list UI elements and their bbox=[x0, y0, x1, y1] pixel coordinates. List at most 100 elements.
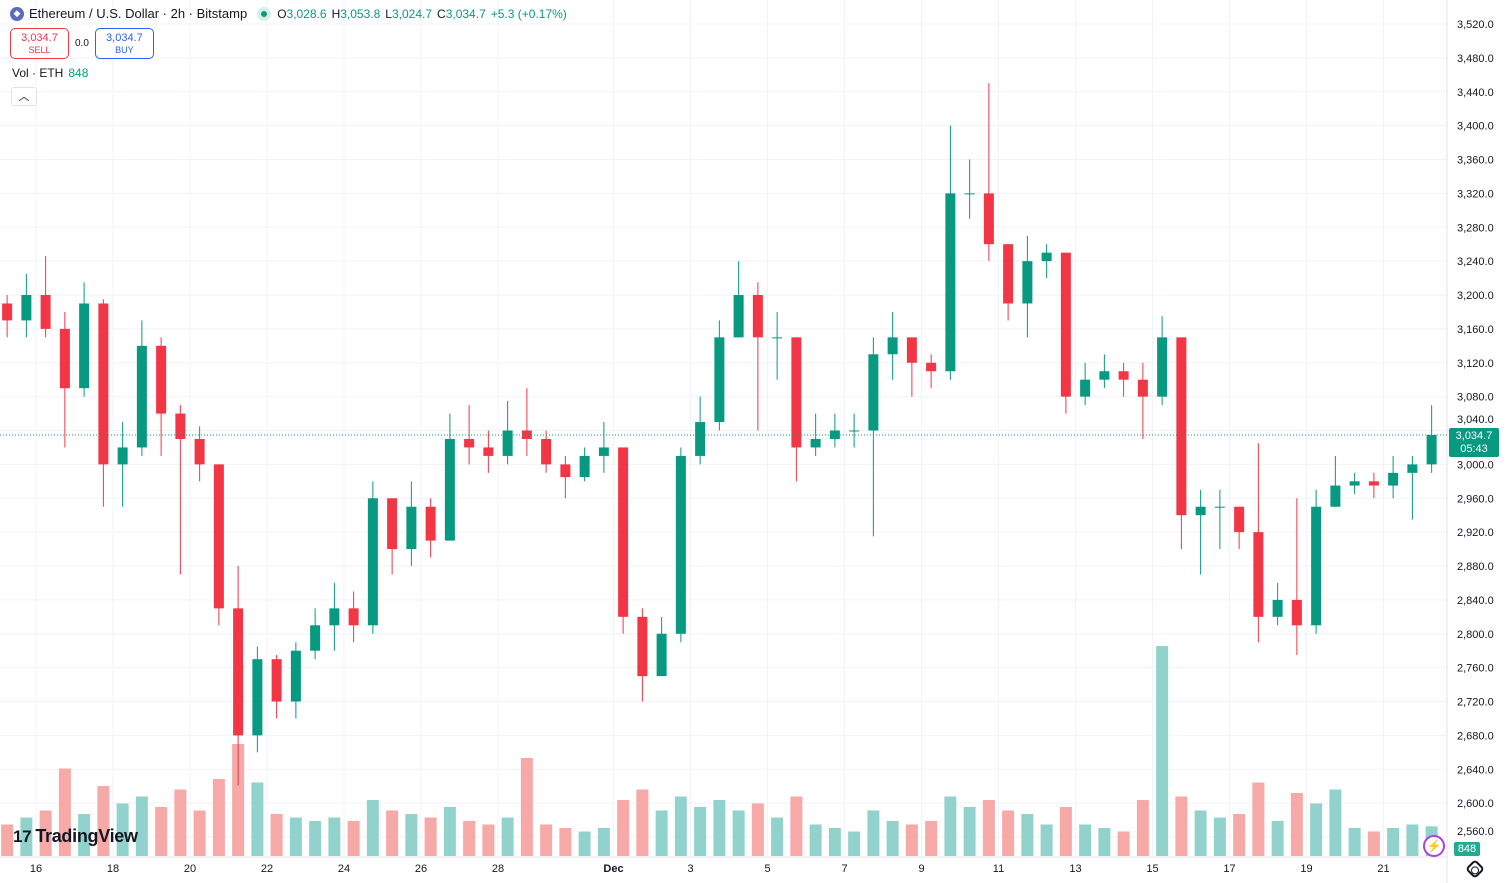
price-tick-label: 2,840.0 bbox=[1457, 595, 1494, 607]
volume-bar bbox=[1156, 646, 1169, 856]
candle-body bbox=[810, 438, 821, 448]
candle-body bbox=[21, 295, 32, 321]
price-tick-label: 2,720.0 bbox=[1457, 697, 1494, 709]
price-tick-label: 3,440.0 bbox=[1457, 87, 1494, 99]
candle-body bbox=[1080, 379, 1091, 397]
time-tick-label: 5 bbox=[764, 863, 770, 875]
lightning-icon[interactable]: ⚡ bbox=[1423, 835, 1445, 857]
candle-body bbox=[964, 193, 975, 195]
candle-body bbox=[1118, 371, 1129, 380]
candle-body bbox=[156, 345, 167, 414]
candle-body bbox=[1291, 599, 1302, 626]
volume-bar bbox=[386, 810, 399, 856]
volume-bar bbox=[443, 807, 456, 856]
candle-body bbox=[136, 345, 147, 448]
volume-bar bbox=[58, 768, 71, 856]
volume-bar bbox=[155, 807, 168, 856]
volume-bar bbox=[251, 782, 264, 856]
price-tick-label: 3,320.0 bbox=[1457, 188, 1494, 200]
buy-button[interactable]: 3,034.7 BUY bbox=[94, 28, 154, 59]
candle-body bbox=[348, 608, 359, 626]
volume-bar bbox=[751, 803, 764, 856]
candle-countdown: 05:43 bbox=[1460, 443, 1488, 455]
volume-bar bbox=[982, 800, 995, 856]
price-tick-label: 2,960.0 bbox=[1457, 493, 1494, 505]
candle-body bbox=[656, 633, 667, 677]
volume-bar bbox=[463, 821, 476, 856]
volume-bar bbox=[617, 800, 630, 856]
candle-body bbox=[887, 337, 898, 355]
symbol-legend: ◆ Ethereum / U.S. Dollar · 2h · Bitstamp… bbox=[10, 6, 572, 21]
price-tick-label: 2,600.0 bbox=[1457, 798, 1494, 810]
volume-bar bbox=[193, 810, 206, 856]
price-tick-label: 2,760.0 bbox=[1457, 663, 1494, 675]
volume-bar bbox=[97, 786, 110, 856]
symbol-title[interactable]: Ethereum / U.S. Dollar · 2h · Bitstamp bbox=[29, 6, 248, 21]
price-tick-label: 2,560.0 bbox=[1457, 826, 1494, 838]
volume-bar bbox=[1329, 789, 1342, 856]
price-tick-label: 3,400.0 bbox=[1457, 121, 1494, 133]
sell-button[interactable]: 3,034.7 SELL bbox=[10, 28, 69, 59]
volume-bar bbox=[655, 810, 668, 856]
candle-body bbox=[252, 659, 263, 736]
price-tick-label: 2,640.0 bbox=[1457, 764, 1494, 776]
candle-body bbox=[40, 295, 51, 329]
time-tick-label: 28 bbox=[492, 863, 504, 875]
candle-body bbox=[1137, 379, 1148, 397]
candle-body bbox=[1099, 371, 1110, 380]
candle-body bbox=[560, 464, 571, 478]
candle-body bbox=[868, 354, 879, 431]
volume-bar bbox=[520, 758, 533, 856]
price-tick-label: 3,200.0 bbox=[1457, 290, 1494, 302]
time-tick-label: 21 bbox=[1377, 863, 1389, 875]
candle-body bbox=[444, 438, 455, 541]
market-status-icon bbox=[257, 6, 272, 21]
chevron-up-icon[interactable]: ︿ bbox=[11, 87, 37, 106]
volume-bar bbox=[232, 744, 245, 856]
candle-body bbox=[194, 438, 205, 465]
candle-body bbox=[1330, 485, 1341, 507]
candle-body bbox=[1234, 506, 1245, 533]
candle-body bbox=[618, 447, 629, 617]
volume-bar bbox=[1367, 831, 1380, 856]
candle-body bbox=[598, 447, 609, 456]
last-volume-label: 848 bbox=[1454, 842, 1480, 856]
volume-bar bbox=[309, 821, 322, 856]
tradingview-logo[interactable]: 17 TradingView bbox=[13, 826, 138, 846]
volume-bar bbox=[405, 814, 418, 856]
volume-bar bbox=[694, 807, 707, 856]
candle-body bbox=[98, 303, 109, 465]
price-tick-label: 3,160.0 bbox=[1457, 324, 1494, 336]
time-tick-label: 17 bbox=[1223, 863, 1235, 875]
candle-body bbox=[983, 193, 994, 245]
candle-body bbox=[714, 337, 725, 423]
time-tick-label: 22 bbox=[261, 863, 273, 875]
volume-bar bbox=[597, 828, 610, 856]
candle-body bbox=[579, 455, 590, 478]
volume-bar bbox=[1194, 810, 1207, 856]
last-price-label: 3,034.7 05:43 bbox=[1449, 428, 1499, 457]
time-tick-label: Dec bbox=[603, 863, 623, 875]
time-tick-label: 11 bbox=[993, 863, 1004, 875]
candle-body bbox=[1253, 532, 1264, 617]
price-tick-label: 3,360.0 bbox=[1457, 155, 1494, 167]
candle-body bbox=[906, 337, 917, 363]
candle-body bbox=[59, 328, 70, 389]
candle-body bbox=[233, 608, 244, 736]
close-value: 3,034.7 bbox=[445, 6, 486, 21]
volume-bar bbox=[963, 807, 976, 856]
volume-legend[interactable]: Vol · ETH 848 bbox=[12, 66, 89, 80]
time-tick-label: 7 bbox=[841, 863, 847, 875]
trade-panel: 3,034.7 SELL 0.0 3,034.7 BUY bbox=[10, 28, 154, 59]
candle-body bbox=[367, 498, 378, 626]
volume-bar bbox=[270, 814, 283, 856]
volume-bar bbox=[1175, 796, 1188, 856]
volume-bar bbox=[1079, 824, 1092, 856]
candle-body bbox=[541, 438, 552, 465]
high-value: 3,053.8 bbox=[340, 6, 381, 21]
candle-body bbox=[1272, 599, 1283, 617]
volume-bar bbox=[174, 789, 187, 856]
volume-bar bbox=[1406, 824, 1419, 856]
time-tick-label: 20 bbox=[184, 863, 196, 875]
